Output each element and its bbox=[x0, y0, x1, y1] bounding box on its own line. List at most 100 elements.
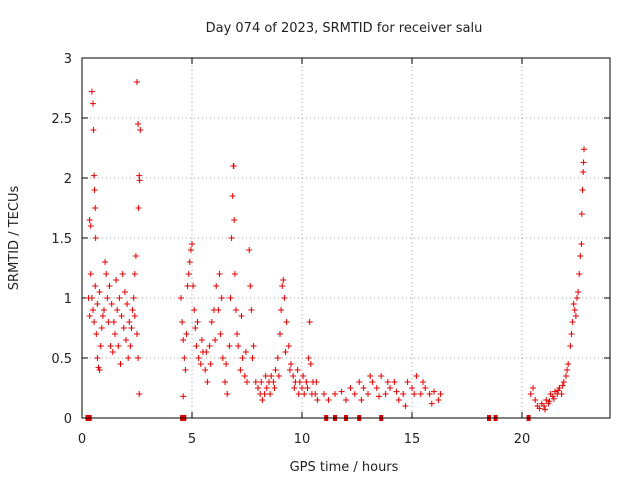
data-point bbox=[294, 367, 301, 373]
data-point bbox=[234, 331, 241, 337]
data-point bbox=[437, 391, 444, 397]
data-point bbox=[94, 301, 101, 307]
data-point bbox=[212, 337, 219, 343]
data-point bbox=[193, 343, 200, 349]
data-point bbox=[206, 343, 213, 349]
data-point bbox=[577, 253, 584, 259]
data-point bbox=[208, 319, 215, 325]
x-tick-label: 0 bbox=[78, 432, 86, 447]
data-point bbox=[402, 403, 409, 409]
data-point bbox=[126, 319, 133, 325]
data-point bbox=[431, 388, 437, 395]
data-point bbox=[131, 271, 138, 277]
data-point bbox=[106, 283, 113, 289]
data-point bbox=[527, 391, 534, 397]
data-point bbox=[291, 385, 298, 391]
data-point bbox=[88, 88, 95, 95]
data-point bbox=[92, 205, 99, 211]
y-tick-label: 0.5 bbox=[51, 352, 72, 367]
data-point bbox=[404, 379, 411, 385]
data-point bbox=[217, 331, 224, 337]
data-point bbox=[113, 277, 120, 283]
data-point bbox=[190, 283, 197, 289]
data-point bbox=[90, 100, 96, 107]
data-point bbox=[343, 397, 349, 403]
data-point bbox=[130, 295, 137, 301]
data-point bbox=[224, 391, 231, 397]
data-point bbox=[218, 295, 225, 301]
data-point bbox=[280, 277, 287, 283]
data-point bbox=[86, 313, 93, 319]
data-point bbox=[203, 349, 210, 355]
data-point bbox=[207, 361, 214, 367]
data-point bbox=[580, 169, 587, 175]
data-point bbox=[279, 283, 286, 289]
data-point bbox=[288, 361, 294, 367]
data-point bbox=[277, 331, 283, 337]
data-point bbox=[117, 361, 124, 367]
data-point bbox=[92, 283, 99, 289]
data-point bbox=[400, 391, 407, 397]
data-point bbox=[226, 343, 233, 349]
data-point bbox=[532, 397, 539, 403]
data-point bbox=[270, 379, 277, 385]
y-tick-label: 2.5 bbox=[51, 112, 72, 127]
data-point bbox=[558, 391, 565, 397]
chart-title: Day 074 of 2023, SRMTID for receiver sal… bbox=[206, 21, 483, 36]
data-point bbox=[222, 379, 228, 385]
data-point bbox=[179, 319, 186, 325]
data-point bbox=[422, 385, 429, 391]
data-point bbox=[235, 343, 242, 349]
data-point bbox=[104, 295, 111, 301]
data-point bbox=[91, 172, 98, 179]
data-point bbox=[185, 271, 192, 277]
data-point bbox=[99, 313, 106, 319]
data-point bbox=[546, 398, 553, 405]
data-point bbox=[249, 355, 256, 361]
data-point bbox=[564, 367, 571, 373]
data-point bbox=[263, 385, 270, 391]
data-point bbox=[571, 307, 578, 313]
data-point bbox=[271, 385, 278, 391]
data-point bbox=[567, 343, 574, 349]
data-point bbox=[411, 391, 418, 397]
data-point bbox=[278, 307, 285, 313]
data-point bbox=[107, 343, 114, 349]
data-point bbox=[229, 193, 236, 199]
data-point bbox=[338, 388, 345, 395]
data-point bbox=[268, 373, 275, 379]
data-point bbox=[303, 379, 310, 385]
data-point bbox=[299, 385, 305, 391]
data-point bbox=[237, 367, 244, 373]
data-point bbox=[308, 391, 315, 397]
data-point bbox=[301, 391, 308, 397]
y-tick-label: 1 bbox=[64, 292, 72, 307]
data-point bbox=[283, 319, 290, 325]
data-point bbox=[187, 247, 194, 253]
data-point bbox=[285, 343, 292, 349]
data-point bbox=[572, 313, 579, 319]
data-point bbox=[129, 307, 136, 313]
data-point bbox=[560, 379, 567, 385]
data-point bbox=[215, 307, 222, 313]
data-point bbox=[575, 289, 582, 295]
data-point bbox=[274, 355, 281, 361]
data-point bbox=[248, 307, 255, 313]
data-point bbox=[116, 295, 123, 301]
data-point bbox=[192, 325, 199, 331]
data-point bbox=[90, 307, 96, 313]
data-point bbox=[393, 388, 400, 395]
data-point bbox=[576, 271, 583, 277]
data-point bbox=[247, 283, 254, 289]
data-point bbox=[178, 295, 184, 301]
data-point bbox=[118, 313, 125, 319]
data-point bbox=[563, 373, 569, 379]
data-point bbox=[219, 355, 226, 361]
data-point bbox=[409, 385, 415, 391]
data-point bbox=[568, 331, 575, 337]
data-point bbox=[435, 397, 442, 403]
data-point bbox=[135, 355, 142, 361]
data-point bbox=[181, 355, 188, 361]
y-tick-label: 0 bbox=[64, 412, 72, 427]
